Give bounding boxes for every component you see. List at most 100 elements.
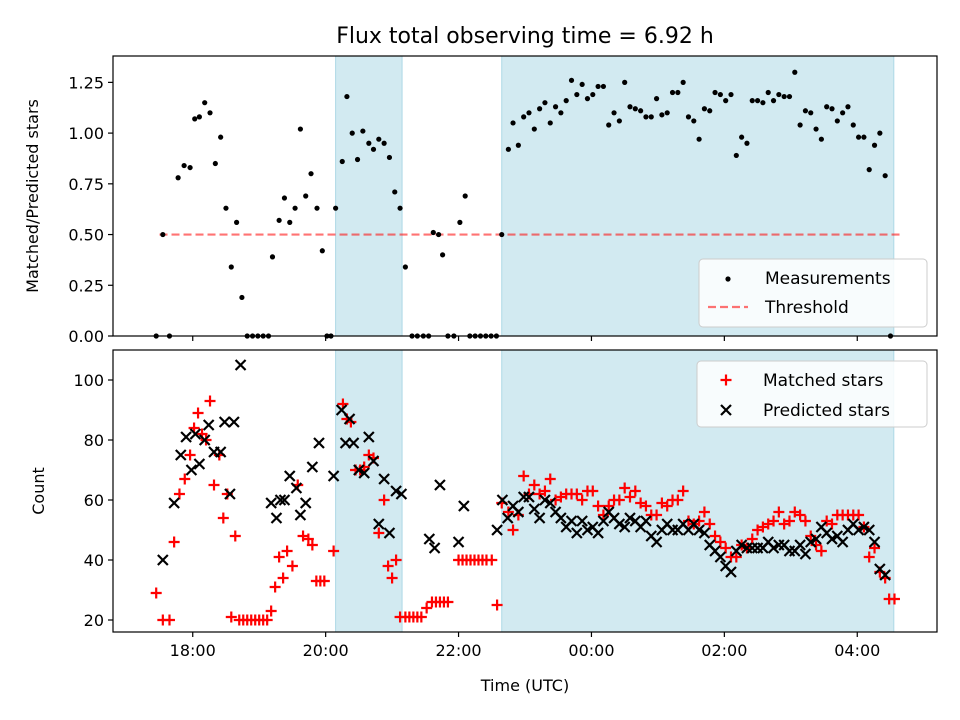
measurement-point xyxy=(558,110,564,116)
legend-label-measurements: Measurements xyxy=(765,269,891,289)
measurement-point xyxy=(606,122,612,128)
predicted-star-point xyxy=(836,536,849,548)
matched-star-point xyxy=(507,524,519,536)
predicted-star-point xyxy=(423,533,436,545)
measurement-point xyxy=(239,294,245,301)
predicted-star-point xyxy=(512,506,525,518)
bottom-legend: Matched stars Predicted stars xyxy=(696,360,928,428)
matched-star-point xyxy=(150,587,162,599)
measurement-point xyxy=(744,140,750,146)
predicted-star-point xyxy=(265,497,277,509)
predicted-star-point xyxy=(810,533,822,545)
measurement-point xyxy=(574,91,580,98)
measurement-point xyxy=(568,77,575,83)
measurement-point xyxy=(770,98,777,104)
measurement-point xyxy=(877,130,883,136)
measurement-point xyxy=(882,173,888,179)
measurement-point xyxy=(360,128,366,134)
measurement-point xyxy=(547,120,553,126)
matched-star-point xyxy=(421,602,433,614)
predicted-star-point xyxy=(767,542,780,554)
measurement-point xyxy=(728,91,734,98)
matched-star-point xyxy=(261,614,273,626)
predicted-star-point xyxy=(852,524,865,536)
bottom-axes-frame xyxy=(112,349,938,633)
matched-star-point xyxy=(773,506,785,518)
y-tick-label: 40 xyxy=(84,551,104,570)
measurement-point xyxy=(659,112,665,118)
matched-star-point xyxy=(603,500,615,512)
predicted-star-point xyxy=(725,566,737,578)
predicted-star-point xyxy=(804,536,817,548)
legend-label-matched: Matched stars xyxy=(763,371,883,391)
predicted-star-point xyxy=(218,416,231,428)
measurement-point xyxy=(584,96,591,102)
predicted-star-point xyxy=(555,512,567,524)
measurement-point xyxy=(430,229,436,236)
predicted-star-point xyxy=(343,413,356,425)
measurement-point xyxy=(505,146,511,152)
matched-star-point xyxy=(518,470,530,482)
predicted-star-point xyxy=(395,488,408,500)
measurement-point xyxy=(712,89,718,96)
measurement-point xyxy=(733,152,739,159)
predicted-star-point xyxy=(274,494,287,506)
measurement-point xyxy=(590,91,596,98)
matched-star-point xyxy=(192,407,204,419)
legend-marker-measurements xyxy=(725,276,731,282)
matched-star-point xyxy=(661,500,673,512)
measurement-point xyxy=(648,114,654,120)
measurement-point xyxy=(664,110,670,116)
matched-star-point xyxy=(815,545,827,557)
predicted-star-point xyxy=(576,515,588,527)
measurement-point xyxy=(314,205,320,211)
matched-star-point xyxy=(714,536,726,548)
measurement-point xyxy=(202,100,208,106)
measurement-point xyxy=(370,146,377,152)
measurement-point xyxy=(234,219,240,225)
measurement-point xyxy=(813,126,819,132)
measurement-point xyxy=(669,89,676,96)
measurement-point xyxy=(595,83,601,90)
measurement-point xyxy=(792,69,798,75)
bottom-y-axis-label: Count xyxy=(29,467,48,515)
matched-star-point xyxy=(273,551,285,563)
measurement-point xyxy=(319,248,325,254)
measurement-point xyxy=(786,93,793,100)
matched-star-point xyxy=(576,494,588,506)
predicted-star-point xyxy=(294,509,307,521)
measurement-point xyxy=(297,126,303,132)
measurement-point xyxy=(552,104,559,110)
predicted-star-point xyxy=(313,437,325,449)
matched-star-point xyxy=(318,575,330,587)
matched-star-point xyxy=(208,479,220,491)
y-tick-label: 100 xyxy=(73,371,104,390)
predicted-star-point xyxy=(378,473,390,485)
predicted-star-point xyxy=(189,428,202,440)
measurement-point xyxy=(218,134,224,140)
matched-star-point xyxy=(544,473,556,485)
matched-star-point xyxy=(869,542,881,554)
measurement-point xyxy=(781,93,787,100)
shaded-region xyxy=(335,349,403,633)
chart-title: Flux total observing time = 6.92 h xyxy=(336,24,714,49)
legend-label-threshold: Threshold xyxy=(764,298,849,318)
x-tick-label: 02:00 xyxy=(701,641,747,660)
y-tick-label: 80 xyxy=(84,431,104,450)
predicted-star-point xyxy=(698,527,711,539)
predicted-star-point xyxy=(383,527,396,539)
measurement-point xyxy=(563,98,569,104)
measurement-point xyxy=(212,160,218,167)
predicted-star-point xyxy=(714,551,727,563)
predicted-star-point xyxy=(581,524,594,536)
matched-star-point xyxy=(168,536,180,548)
matched-star-point xyxy=(229,530,241,542)
matched-star-point xyxy=(184,449,196,461)
measurement-point xyxy=(643,114,649,120)
y-tick-label: 20 xyxy=(84,611,104,630)
y-tick-label: 0.25 xyxy=(68,276,104,295)
measurement-point xyxy=(510,120,516,126)
predicted-star-point xyxy=(501,512,514,524)
matched-stars-series xyxy=(150,395,900,626)
measurement-point xyxy=(526,110,532,116)
